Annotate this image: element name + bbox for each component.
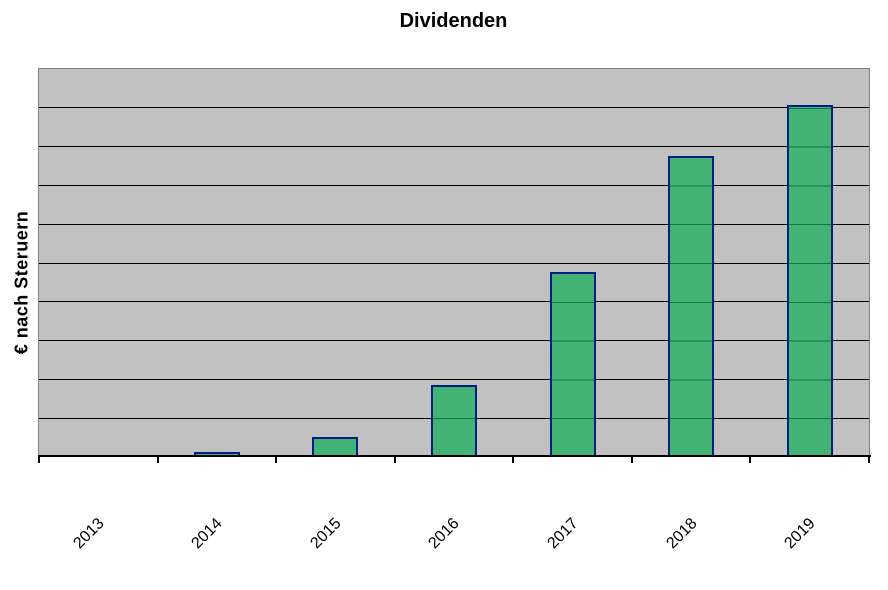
axis-tick	[275, 457, 278, 463]
chart-title: Dividenden	[399, 10, 508, 32]
x-axis-label: 2016	[425, 515, 464, 553]
bar-2015	[312, 436, 359, 457]
axis-tick	[868, 457, 870, 463]
axis-tick	[38, 457, 40, 463]
gridline	[39, 378, 869, 380]
plot-area: 2013 2014 2015 2016 2017 2018 2019	[37, 68, 871, 552]
bar-2016	[431, 384, 477, 457]
x-axis-label: 2015	[307, 515, 345, 553]
x-axis-label: 2017	[544, 515, 582, 553]
gridline	[39, 184, 869, 186]
bar-2019	[786, 105, 833, 457]
axis-tick	[156, 457, 159, 463]
y-axis-title-text: € nach Steruern	[11, 210, 32, 354]
gridline	[39, 340, 869, 342]
x-axis-label: 2013	[70, 515, 108, 553]
x-axis-label: 2019	[781, 515, 819, 553]
gridline	[39, 107, 869, 109]
bar-2017	[549, 271, 596, 457]
gridline	[39, 146, 869, 148]
x-axis-label: 2014	[188, 515, 226, 553]
x-axis-line	[37, 455, 871, 457]
bar-2014	[193, 451, 240, 457]
axis-tick	[512, 457, 515, 463]
axis-tick	[749, 457, 752, 463]
gridline	[39, 301, 869, 303]
bar-2018	[668, 155, 715, 457]
axis-tick	[393, 457, 396, 463]
x-axis-label: 2018	[662, 515, 701, 553]
y-axis-title: € nach Steruern	[4, 78, 40, 486]
axis-tick	[630, 457, 633, 463]
gridline	[39, 223, 869, 225]
gridline	[39, 262, 869, 264]
